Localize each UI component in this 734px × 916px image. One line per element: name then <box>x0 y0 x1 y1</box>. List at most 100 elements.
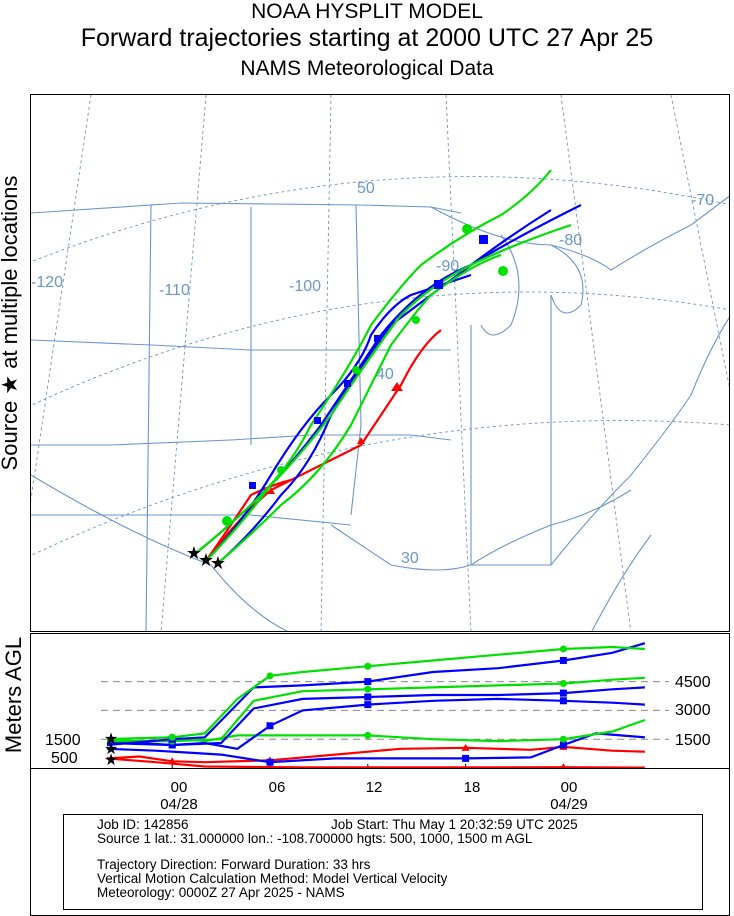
height-marker <box>266 758 274 766</box>
map-marker <box>412 316 420 324</box>
map-trajectory-red <box>205 329 442 562</box>
source-height-1500: 1500 <box>45 732 81 749</box>
lat-label: 30 <box>401 550 419 567</box>
map-marker <box>249 482 256 489</box>
height-marker <box>559 645 567 653</box>
map-marker <box>222 516 232 526</box>
map-trajectory-blue <box>205 273 472 562</box>
lon-label: -90 <box>436 258 459 275</box>
source-star-icon: ★ <box>104 731 118 748</box>
lon-label: -110 <box>159 282 190 299</box>
lon-label: -100 <box>289 278 321 295</box>
map-marker <box>357 437 365 444</box>
source-star-icon: ★ <box>104 741 118 758</box>
height-marker <box>559 697 567 705</box>
time-axis-panel: 00 06 12 18 00 04/28 04/29 Job ID: 14285… <box>30 768 730 916</box>
height-marker <box>364 685 372 693</box>
vertical-profile: ★ ★ ★ 1500 500 4500 3000 1500 <box>30 633 730 769</box>
map-grid-labels: -120 -110 -100 -90 -80 -70 50 40 30 <box>31 180 714 567</box>
map-trajectory-green <box>195 169 552 554</box>
profile-source-markers: ★ ★ ★ <box>104 731 118 769</box>
time-tick: 18 <box>463 779 481 796</box>
lon-label: -70 <box>691 192 714 209</box>
graticule <box>31 95 729 631</box>
title-line-3: NAMS Meteorological Data <box>240 57 494 80</box>
height-marker <box>559 689 567 697</box>
source-star-icon: ★ <box>186 543 202 563</box>
title-line-2: Forward trajectories starting at 2000 UT… <box>80 24 654 52</box>
height-series-blue <box>106 732 645 764</box>
map-marker <box>277 466 285 474</box>
height-marker <box>364 662 372 670</box>
height-marker <box>560 763 567 768</box>
height-marker <box>364 693 372 701</box>
map-marker <box>462 224 472 234</box>
lon-label: -80 <box>559 232 582 249</box>
source-star-icon: ★ <box>210 553 226 573</box>
height-marker <box>168 757 177 765</box>
map-trajectories <box>195 169 582 566</box>
time-tick: 12 <box>365 779 383 796</box>
map-marker <box>391 382 403 391</box>
date-label: 04/28 <box>160 796 198 813</box>
height-series-green <box>107 676 645 743</box>
height-marker <box>168 741 176 749</box>
job-start: Job Start: Thu May 1 20:32:59 UTC 2025 <box>331 817 578 832</box>
map-marker <box>352 366 360 374</box>
height-series-red <box>106 757 645 768</box>
map-marker <box>344 380 351 387</box>
map-marker <box>434 280 443 289</box>
map-trajectory-green <box>205 223 572 562</box>
map-marker <box>479 235 488 244</box>
vertical-motion-method: Vertical Motion Calculation Method: Mode… <box>97 871 448 886</box>
trajectory-direction: Trajectory Direction: Forward Duration: … <box>97 857 371 872</box>
height-marker <box>266 672 274 680</box>
height-tick-4500: 4500 <box>675 674 711 691</box>
time-tick: 00 <box>560 779 578 796</box>
height-series-green <box>106 645 645 741</box>
meteorology-info: Meteorology: 0000Z 27 Apr 2025 - NAMS <box>97 885 345 900</box>
source-side-label: Source ★ at multiple locations <box>0 175 22 471</box>
date-label: 04/29 <box>550 796 588 813</box>
job-id: Job ID: 142856 <box>97 817 189 832</box>
lon-label: -120 <box>31 274 63 291</box>
height-marker <box>364 701 372 709</box>
map-marker <box>374 335 381 342</box>
source-star-icon: ★ <box>198 550 214 570</box>
map-svg: -120 -110 -100 -90 -80 -70 50 40 30 <box>31 95 729 631</box>
trajectory-map: -120 -110 -100 -90 -80 -70 50 40 30 <box>30 94 730 632</box>
map-marker <box>498 266 508 276</box>
height-tick-1500: 1500 <box>675 732 711 749</box>
map-trajectory-red <box>205 478 292 562</box>
height-marker <box>462 754 470 762</box>
map-trajectory-markers <box>222 224 508 526</box>
height-markers <box>168 645 568 768</box>
map-trajectory-blue <box>215 204 582 566</box>
source-height-500: 500 <box>51 750 78 767</box>
vertical-axis-label: Meters AGL <box>1 636 26 754</box>
job-info-box: Job ID: 142856 Job Start: Thu May 1 20:32… <box>63 814 703 910</box>
height-marker <box>266 722 274 730</box>
source-star-icon: ★ <box>104 752 118 769</box>
height-gridlines <box>101 681 669 768</box>
height-marker <box>364 678 372 686</box>
height-marker <box>559 735 567 743</box>
map-source-markers: ★ ★ ★ <box>186 543 226 573</box>
lat-label: 50 <box>357 180 375 197</box>
profile-svg: ★ ★ ★ <box>101 642 669 769</box>
height-series-red <box>106 745 645 764</box>
height-marker <box>461 743 470 751</box>
height-tick-3000: 3000 <box>675 702 711 719</box>
title-line-1: NOAA HYSPLIT MODEL <box>251 0 483 23</box>
height-marker <box>168 733 176 741</box>
height-marker <box>559 656 567 664</box>
time-tick: 06 <box>268 779 286 796</box>
height-marker <box>559 741 567 749</box>
height-marker <box>364 731 372 739</box>
source-info: Source 1 lat.: 31.000000 lon.: -108.7000… <box>97 831 533 846</box>
height-marker <box>559 680 567 688</box>
time-tick: 00 <box>170 779 188 796</box>
map-boundaries <box>31 195 729 631</box>
lat-label: 40 <box>376 366 394 383</box>
map-marker <box>314 417 321 424</box>
